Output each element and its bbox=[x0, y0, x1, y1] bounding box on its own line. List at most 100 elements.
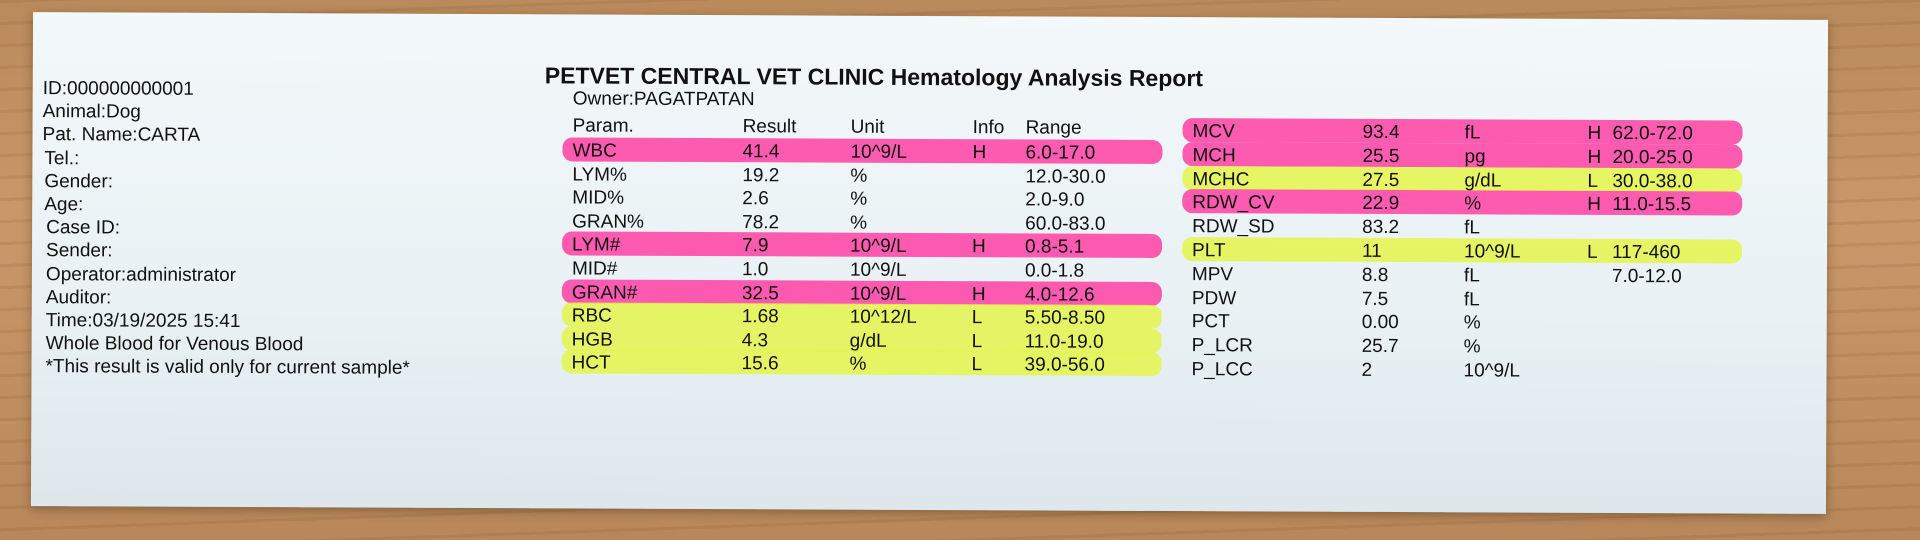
result-cell-info: H bbox=[972, 236, 986, 258]
result-cell-range: 20.0-25.0 bbox=[1612, 146, 1693, 169]
result-cell-result: 93.4 bbox=[1362, 121, 1400, 144]
result-cell-param: MPV bbox=[1191, 263, 1234, 286]
result-cell-unit: 10^12/L bbox=[849, 306, 917, 329]
result-cell-param: MCV bbox=[1192, 121, 1235, 143]
col-header-info: Info bbox=[972, 117, 1005, 139]
patient-line: Auditor: bbox=[45, 286, 112, 309]
result-cell-info: L bbox=[971, 307, 983, 329]
result-cell-param: LYM# bbox=[572, 234, 621, 257]
result-cell-range: 12.0-30.0 bbox=[1025, 166, 1106, 188]
result-cell-info: L bbox=[1587, 241, 1598, 263]
result-cell-unit: % bbox=[850, 188, 868, 210]
result-cell-unit: fL bbox=[1463, 288, 1480, 310]
result-cell-result: 27.5 bbox=[1362, 169, 1400, 191]
result-cell-result: 7.9 bbox=[742, 235, 769, 257]
result-cell-param: HGB bbox=[571, 329, 613, 351]
result-cell-result: 32.5 bbox=[741, 282, 779, 304]
result-cell-result: 78.2 bbox=[742, 211, 780, 234]
result-cell-param: WBC bbox=[572, 140, 617, 162]
result-cell-unit: g/dL bbox=[1464, 169, 1502, 192]
result-cell-result: 25.5 bbox=[1362, 145, 1400, 167]
result-cell-range: 0.8-5.1 bbox=[1025, 236, 1085, 259]
result-cell-result: 1.0 bbox=[741, 259, 769, 281]
patient-line: Animal:Dog bbox=[42, 101, 141, 123]
result-cell-range: 7.0-12.0 bbox=[1611, 265, 1682, 288]
result-cell-result: 41.4 bbox=[742, 141, 780, 163]
result-cell-param: MID% bbox=[572, 187, 625, 209]
col-header-range: Range bbox=[1025, 117, 1082, 139]
result-cell-param: P_LCC bbox=[1191, 359, 1253, 381]
result-cell-unit: pg bbox=[1464, 146, 1486, 168]
patient-line: Whole Blood for Venous Blood bbox=[45, 333, 304, 356]
result-cell-unit: 10^9/L bbox=[849, 283, 907, 305]
result-cell-range: 62.0-72.0 bbox=[1612, 122, 1693, 145]
result-cell-param: PCT bbox=[1191, 311, 1230, 333]
result-cell-unit: 10^9/L bbox=[1463, 360, 1521, 382]
result-cell-range: 0.0-1.8 bbox=[1024, 260, 1085, 282]
result-cell-result: 4.3 bbox=[741, 329, 769, 352]
result-cell-info: L bbox=[1587, 170, 1598, 192]
result-cell-info: H bbox=[972, 142, 987, 164]
result-cell-unit: % bbox=[1464, 193, 1482, 215]
result-cell-range: 2.0-9.0 bbox=[1025, 189, 1085, 211]
result-cell-unit: 10^9/L bbox=[1464, 241, 1521, 263]
result-cell-range: 30.0-38.0 bbox=[1612, 170, 1693, 192]
result-cell-unit: % bbox=[1463, 312, 1481, 334]
patient-line: ID:000000000001 bbox=[42, 78, 194, 100]
result-cell-unit: g/dL bbox=[849, 330, 887, 352]
result-cell-info: H bbox=[1587, 194, 1602, 216]
result-cell-result: 2.6 bbox=[742, 188, 769, 210]
result-cell-range: 11.0-19.0 bbox=[1024, 331, 1104, 353]
result-cell-result: 15.6 bbox=[741, 353, 779, 375]
result-cell-unit: fL bbox=[1464, 217, 1481, 239]
report-title: PETVET CENTRAL VET CLINIC Hematology Ana… bbox=[544, 62, 1204, 92]
result-cell-result: 83.2 bbox=[1362, 217, 1400, 239]
col-header-unit: Unit bbox=[850, 116, 885, 138]
result-cell-result: 22.9 bbox=[1362, 193, 1400, 215]
result-cell-result: 2 bbox=[1361, 359, 1373, 381]
result-cell-info: H bbox=[1587, 146, 1602, 168]
result-cell-result: 1.68 bbox=[741, 306, 779, 328]
result-cell-param: GRAN# bbox=[571, 282, 638, 304]
result-cell-info: H bbox=[971, 283, 986, 305]
patient-line: Tel.: bbox=[44, 147, 80, 169]
patient-line: Pat. Name:CARTA bbox=[42, 124, 201, 147]
result-cell-param: P_LCR bbox=[1191, 335, 1253, 357]
patient-line: Age: bbox=[44, 194, 84, 216]
result-cell-param: MID# bbox=[571, 258, 618, 280]
result-cell-info: L bbox=[971, 354, 983, 376]
patient-line: Time:03/19/2025 15:41 bbox=[45, 310, 241, 332]
result-cell-range: 6.0-17.0 bbox=[1025, 142, 1096, 164]
result-cell-param: HCT bbox=[571, 352, 611, 375]
result-cell-info: L bbox=[971, 330, 983, 353]
result-cell-param: LYM% bbox=[572, 164, 627, 186]
result-cell-range: 4.0-12.6 bbox=[1024, 284, 1095, 306]
result-cell-unit: fL bbox=[1463, 265, 1480, 287]
result-cell-result: 11 bbox=[1362, 240, 1382, 262]
result-cell-range: 60.0-83.0 bbox=[1025, 213, 1106, 235]
patient-line: *This result is valid only for current s… bbox=[45, 356, 410, 380]
patient-line: Case ID: bbox=[46, 217, 121, 239]
result-cell-unit: % bbox=[850, 212, 868, 234]
result-cell-param: GRAN% bbox=[572, 211, 645, 233]
result-cell-result: 19.2 bbox=[742, 164, 780, 186]
result-cell-param: PDW bbox=[1191, 287, 1237, 309]
hematology-receipt: PETVET CENTRAL VET CLINIC Hematology Ana… bbox=[30, 12, 1829, 514]
patient-line: Operator:administrator bbox=[45, 263, 237, 286]
result-cell-range: 11.0-15.5 bbox=[1612, 194, 1692, 216]
result-cell-param: PLT bbox=[1192, 240, 1226, 262]
patient-line: Sender: bbox=[45, 240, 113, 262]
result-cell-info: H bbox=[1587, 122, 1602, 144]
result-cell-range: 5.50-8.50 bbox=[1024, 307, 1106, 329]
patient-line: Gender: bbox=[44, 170, 114, 193]
result-cell-unit: fL bbox=[1464, 122, 1481, 144]
result-cell-param: MCHC bbox=[1192, 168, 1250, 190]
result-cell-result: 25.7 bbox=[1361, 336, 1399, 358]
result-cell-result: 7.5 bbox=[1361, 288, 1389, 310]
owner-line: Owner:PAGATPATAN bbox=[572, 88, 755, 111]
result-cell-unit: 10^9/L bbox=[850, 141, 907, 163]
result-cell-unit: % bbox=[1463, 336, 1481, 358]
result-cell-result: 0.00 bbox=[1361, 312, 1399, 334]
result-cell-param: RBC bbox=[571, 305, 612, 327]
result-cell-result: 8.8 bbox=[1361, 264, 1389, 286]
